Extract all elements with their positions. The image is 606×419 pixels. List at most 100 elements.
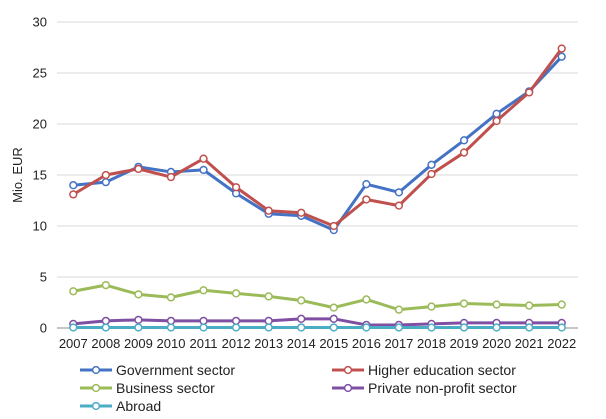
data-point xyxy=(329,323,338,332)
data-point xyxy=(69,287,78,296)
data-point xyxy=(134,290,143,299)
legend-label: Higher education sector xyxy=(368,362,516,378)
data-point xyxy=(459,299,469,308)
data-point xyxy=(525,323,534,332)
data-point xyxy=(557,323,566,332)
legend-label: Abroad xyxy=(116,398,161,414)
x-tick-label: 2011 xyxy=(190,336,218,351)
legend-item: Higher education sector xyxy=(332,362,516,378)
data-point xyxy=(394,323,404,332)
series-1 xyxy=(69,44,566,231)
legend-label: Government sector xyxy=(116,362,235,378)
data-point xyxy=(329,221,338,231)
y-axis-title: Mio. EUR xyxy=(10,147,25,203)
data-point xyxy=(69,181,78,190)
data-point xyxy=(459,323,469,332)
y-axis: 0 5 10 15 20 25 30 xyxy=(33,15,47,336)
x-tick-label: 2018 xyxy=(417,336,446,351)
series-4 xyxy=(69,323,566,332)
data-point xyxy=(101,316,110,326)
series-line xyxy=(73,283,562,312)
data-point xyxy=(101,323,110,332)
x-tick-label: 2009 xyxy=(124,336,153,351)
data-point xyxy=(557,44,566,53)
data-point xyxy=(199,286,208,295)
series-3 xyxy=(69,314,566,330)
data-point xyxy=(101,281,110,290)
data-point xyxy=(427,302,436,311)
y-tick-label: 15 xyxy=(33,168,47,183)
data-point xyxy=(329,314,338,323)
x-tick-label: 2008 xyxy=(91,336,120,351)
x-tick-label: 2010 xyxy=(157,336,186,351)
data-point xyxy=(362,195,371,204)
legend-item: Government sector xyxy=(80,362,235,378)
data-point xyxy=(427,160,436,169)
data-point xyxy=(492,109,501,118)
data-point xyxy=(394,201,404,210)
data-point xyxy=(329,303,338,312)
data-point xyxy=(459,136,469,145)
data-point xyxy=(134,323,143,332)
y-tick-label: 5 xyxy=(40,270,47,285)
y-tick-label: 10 xyxy=(33,219,47,234)
data-point xyxy=(525,301,534,310)
y-tick-label: 25 xyxy=(33,66,47,81)
data-point xyxy=(492,323,501,332)
data-point xyxy=(297,323,306,332)
data-point xyxy=(297,314,306,323)
data-point xyxy=(199,154,208,163)
x-tick-label: 2015 xyxy=(319,336,348,351)
data-point xyxy=(69,323,78,332)
x-tick-label: 2021 xyxy=(515,336,544,351)
data-point xyxy=(459,148,469,157)
data-point xyxy=(427,169,436,179)
series-2 xyxy=(69,281,566,314)
data-point xyxy=(231,323,241,332)
data-point xyxy=(264,316,273,326)
data-point xyxy=(199,165,208,175)
data-point xyxy=(199,323,208,332)
data-point xyxy=(101,170,110,180)
x-tick-label: 2007 xyxy=(59,336,88,351)
data-point xyxy=(134,164,143,174)
legend-marker xyxy=(91,365,101,375)
data-point xyxy=(394,305,404,314)
data-point xyxy=(264,323,273,332)
series-line xyxy=(73,317,562,327)
data-point xyxy=(166,316,176,326)
legend-label: Private non-profit sector xyxy=(368,380,517,396)
series-0 xyxy=(69,52,566,235)
data-point xyxy=(134,315,143,324)
x-tick-label: 2022 xyxy=(547,336,576,351)
legend-item: Abroad xyxy=(80,398,161,414)
plot-series xyxy=(69,44,566,332)
x-tick-label: 2016 xyxy=(352,336,381,351)
data-point xyxy=(362,180,371,189)
data-point xyxy=(525,88,534,97)
data-point xyxy=(297,208,306,217)
legend-marker xyxy=(343,365,353,375)
data-point xyxy=(231,183,241,192)
data-point xyxy=(166,293,176,302)
x-tick-label: 2017 xyxy=(384,336,413,351)
legend-item: Private non-profit sector xyxy=(332,380,517,396)
data-point xyxy=(362,295,371,304)
x-tick-label: 2014 xyxy=(287,336,316,351)
data-point xyxy=(199,316,208,326)
data-point xyxy=(362,323,371,332)
legend-marker xyxy=(91,383,101,393)
data-point xyxy=(557,52,566,61)
data-point xyxy=(492,300,501,309)
series-line xyxy=(72,47,563,228)
data-point xyxy=(492,116,501,126)
y-tick-label: 0 xyxy=(40,321,47,336)
grid-lines xyxy=(57,21,578,329)
legend-marker xyxy=(91,401,101,411)
x-tick-label: 2013 xyxy=(254,336,283,351)
x-tick-label: 2012 xyxy=(222,336,251,351)
data-point xyxy=(231,316,241,326)
data-point xyxy=(394,188,404,197)
x-tick-label: 2020 xyxy=(482,336,511,351)
